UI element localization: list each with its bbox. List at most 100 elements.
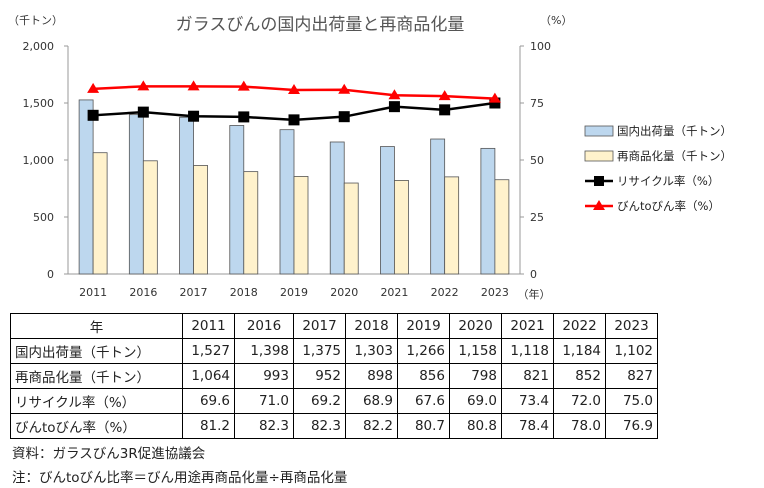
table-cell: 76.9 [605,413,658,439]
legend-label: 再商品化量（千トン） [617,149,732,163]
y-left-axis-label: （千トン） [8,14,63,27]
table-cell: 69.0 [449,388,502,414]
bottle-to-bottle-rate-marker [488,92,501,103]
table-cell: 72.0 [553,388,606,414]
table-row: 国内出荷量（千トン） 1,527 1,398 1,375 1,303 1,266… [10,338,658,364]
y-right-tick-label: 25 [530,211,544,224]
recycling-rate-marker [489,97,501,109]
table-header-cell: 2022 [553,313,606,339]
shipment-bar [430,138,446,275]
y-left-tick-label: 1,000 [23,154,55,167]
table-cell: 80.7 [397,413,450,439]
table-cell: 1,064 [182,363,235,389]
legend-label: びんtoびん率（%） [617,199,720,213]
bottle-to-bottle-rate-marker [187,80,200,91]
table-row: びんtoびん率（%） 81.2 82.3 82.3 82.2 80.7 80.8… [10,413,658,439]
recycling-rate-marker [87,109,99,121]
shipment-bar [480,147,496,275]
tick-labels: 0 500 1,000 1,500 2,000 0 25 50 75 100 2011 2016 201… [23,40,552,301]
recycled-bar [243,171,259,275]
recycled-bar [193,165,208,275]
table-row-label: リサイクル率（%） [10,388,183,414]
recycling-rate-marker [188,110,200,122]
table-cell: 68.9 [345,388,398,414]
table-cell: 993 [234,363,294,389]
shipment-bar [329,141,345,275]
table-cell: 856 [397,363,450,389]
table-cell: 69.2 [293,388,346,414]
legend-label: 国内出荷量（千トン） [617,124,732,138]
y-right-tick-label: 0 [530,268,537,281]
bottle-to-bottle-rate-marker [137,80,150,91]
table-header-cell: 2023 [605,313,658,339]
recycled-bar [444,176,460,275]
table-cell: 827 [605,363,658,389]
bottle-to-bottle-rate-marker [87,82,100,93]
recycling-rate-marker [338,111,350,123]
legend-swatch [584,125,614,137]
table-cell: 952 [293,363,346,389]
lines [87,80,501,126]
table-cell: 78.4 [501,413,554,439]
x-tick-label: 2020 [330,286,358,299]
table-header-cell: 2019 [397,313,450,339]
table-header-cell: 2020 [449,313,502,339]
table-cell: 73.4 [501,388,554,414]
shipment-bar [279,129,295,275]
table-header-cell: 2011 [182,313,235,339]
shipment-bar [179,116,194,275]
table-cell: 78.0 [553,413,606,439]
y-left-tick-label: 500 [33,211,54,224]
x-tick-label: 2022 [431,286,459,299]
shipment-bar [229,125,245,275]
table-cell: 81.2 [182,413,235,439]
shipment-bar [78,99,94,275]
x-tick-label: 2017 [180,286,208,299]
chart: ガラスびんの国内出荷量と再商品化量 （千トン） （%） 05001,0001,5… [8,14,732,301]
table-cell: 69.6 [182,388,235,414]
x-tick-label: 2021 [380,286,408,299]
legend: 国内出荷量（千トン） 再商品化量（千トン） リサイクル率（%） びんtoびん率（%） [584,124,732,213]
x-tick-label: 2018 [230,286,258,299]
y-left-tick-label: 1,500 [23,97,55,110]
table-row-label: 再商品化量（千トン） [10,363,183,389]
table-row: 再商品化量（千トン） 1,064 993 952 898 856 798 821… [10,363,658,389]
table-header-cell: 2016 [234,313,294,339]
y-right-tick-label: 50 [530,154,544,167]
recycling-rate-marker [439,104,451,116]
footnote: 注：びんtoびん比率＝びん用途再商品化量÷再商品化量 [12,470,348,486]
table-cell: 1,118 [501,338,554,364]
table-header-cell: 2017 [293,313,346,339]
recycled-bar [343,182,359,275]
source-note: 資料：ガラスびん3R促進協議会 [12,446,206,462]
table-cell: 82.2 [345,413,398,439]
x-axis-unit: （年） [518,287,551,301]
table-header-cell: 2021 [501,313,554,339]
table-cell: 1,303 [345,338,398,364]
shipment-bar [380,146,395,275]
table-cell: 71.0 [234,388,294,414]
recycling-rate-marker [238,111,250,123]
table-cell: 1,102 [605,338,658,364]
x-tick-label: 2023 [481,286,509,299]
recycling-rate-marker [388,101,400,113]
recycled-bar [394,180,409,275]
bars [78,99,510,275]
x-tick-label: 2016 [129,286,157,299]
table-cell: 798 [449,363,502,389]
legend-swatch [584,150,614,162]
table-cell: 82.3 [234,413,294,439]
y-right-axis-label: （%） [540,14,572,27]
shipment-bar [128,114,144,275]
recycled-bar [92,152,108,275]
legend-marker [593,200,605,210]
recycled-bar [293,176,309,275]
y-left-tick-label: 2,000 [23,40,55,53]
table-row: リサイクル率（%） 69.6 71.0 69.2 68.9 67.6 69.0 … [10,388,658,414]
table-header-row: 年 2011 2016 2017 2018 2019 2020 2021 202… [10,313,658,339]
table-header-cell: 年 [10,313,183,339]
recycled-bar [142,160,158,275]
data-table: 年 2011 2016 2017 2018 2019 2020 2021 202… [10,313,658,439]
table-cell: 852 [553,363,606,389]
bottle-to-bottle-rate-marker [438,90,451,101]
